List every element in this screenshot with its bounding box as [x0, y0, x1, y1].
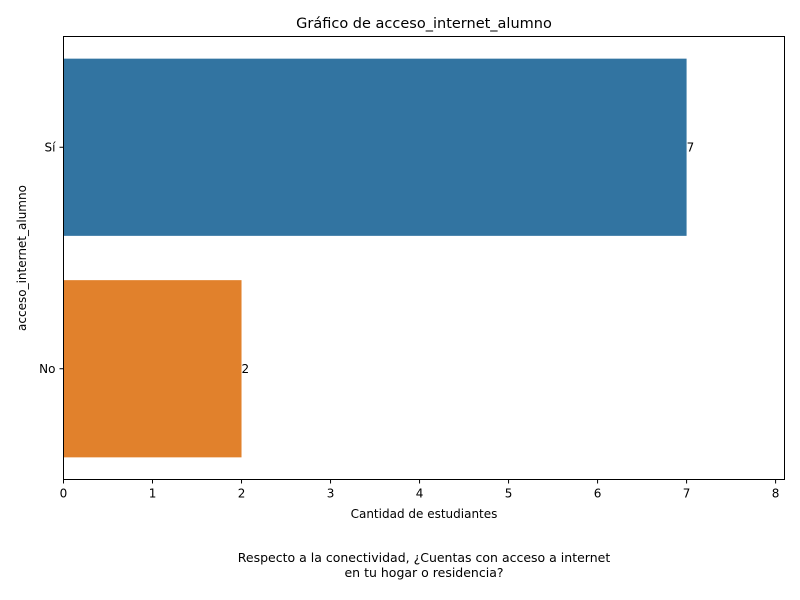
- bar: [63, 58, 687, 236]
- x-tick-label: 2: [238, 487, 246, 501]
- plot-frame: [63, 36, 785, 480]
- x-tick-label: 7: [683, 487, 691, 501]
- bars-layer: 72: [63, 58, 695, 458]
- caption-line-1: Respecto a la conectividad, ¿Cuentas con…: [237, 550, 611, 565]
- y-axis-label: acceso_internet_alumno: [15, 185, 29, 331]
- bar: [63, 280, 242, 458]
- x-tick-label: 1: [149, 487, 157, 501]
- x-tick-label: 5: [505, 487, 513, 501]
- y-axis: Sí No: [39, 140, 64, 376]
- x-tick-label: 0: [60, 487, 68, 501]
- x-tick-label: 4: [416, 487, 424, 501]
- data-label: 7: [687, 140, 695, 154]
- x-axis-label: Cantidad de estudiantes: [351, 507, 498, 521]
- data-label: 2: [242, 362, 250, 376]
- caption-line-2: en tu hogar o residencia?: [344, 565, 504, 580]
- x-tick-label: 6: [594, 487, 602, 501]
- x-tick-label: 8: [772, 487, 780, 501]
- y-tick-label: No: [39, 362, 55, 376]
- x-axis: 0 1 2 3 4 5 6 7 8: [60, 479, 780, 501]
- x-tick-label: 3: [327, 487, 335, 501]
- y-tick-label: Sí: [45, 140, 57, 154]
- chart-title: Gráfico de acceso_internet_alumno: [296, 16, 552, 32]
